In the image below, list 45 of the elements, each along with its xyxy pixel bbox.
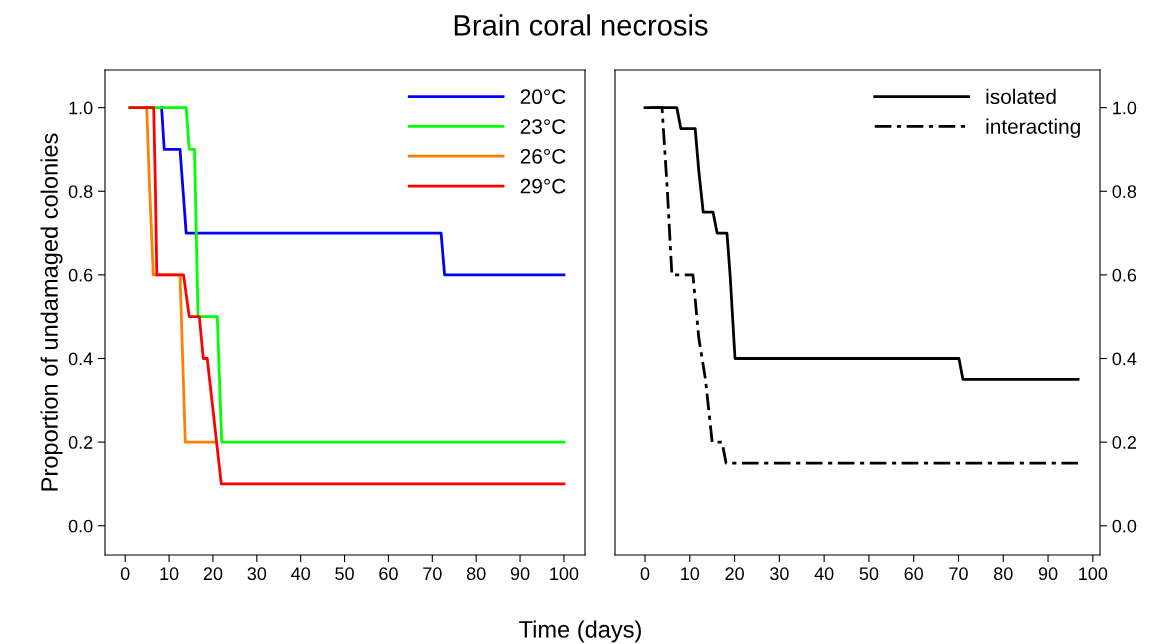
x-tick-label: 10: [681, 567, 700, 581]
x-tick-label: 100: [550, 567, 579, 581]
x-tick-label: 30: [770, 567, 789, 581]
legend-label: 20°C: [520, 89, 566, 105]
legend-label: interacting: [986, 118, 1080, 139]
x-tick-label: 0: [120, 567, 130, 581]
x-tick-label: 90: [1038, 567, 1058, 581]
x-tick-label: 60: [379, 567, 398, 581]
line-series: [160, 106, 566, 277]
y-tick-label: 0.8: [68, 185, 93, 198]
y-tick-label: 0.0: [1112, 519, 1137, 533]
x-tick-label: 80: [466, 567, 486, 581]
y-axis-title: Proportion of undamaged colonies: [40, 133, 63, 491]
x-tick-label: 70: [423, 567, 442, 581]
line-series: [145, 106, 218, 444]
x-tick-label: 60: [904, 567, 924, 581]
legend-label: isolated: [986, 88, 1056, 105]
x-tick-label: 80: [994, 567, 1013, 581]
y-tick-label: 0.6: [68, 268, 93, 282]
x-tick-label: 70: [949, 567, 968, 581]
x-tick-label: 20: [725, 567, 744, 581]
y-tick-label: 1.0: [69, 101, 93, 115]
x-tick-label: 90: [510, 567, 530, 581]
x-tick-label: 40: [291, 567, 311, 581]
y-tick-label: 0.2: [1112, 436, 1136, 449]
y-tick-label: 0.8: [1112, 185, 1137, 198]
x-tick-label: 50: [335, 567, 354, 581]
x-tick-label: 40: [814, 567, 834, 581]
x-tick-label: 20: [203, 567, 223, 581]
y-tick-label: 0.0: [68, 519, 93, 533]
x-tick-label: 100: [1079, 567, 1108, 581]
y-tick-label: 0.4: [1112, 352, 1137, 366]
chart-title: Brain coral necrosis: [454, 14, 708, 36]
x-axis-title: Time (days): [519, 620, 641, 643]
y-tick-label: 0.2: [68, 436, 93, 449]
x-tick-label: 50: [859, 567, 879, 581]
legend-label: 23°C: [520, 119, 566, 134]
y-tick-label: 1.0: [1113, 101, 1137, 115]
y-tick-label: 0.6: [1112, 268, 1137, 282]
y-tick-label: 0.4: [68, 352, 93, 366]
x-tick-label: 0: [640, 567, 650, 581]
legend-label: 29°C: [520, 178, 566, 194]
legend-label: 26°C: [520, 148, 566, 164]
x-tick-label: 30: [247, 567, 267, 581]
x-tick-label: 10: [160, 567, 179, 581]
